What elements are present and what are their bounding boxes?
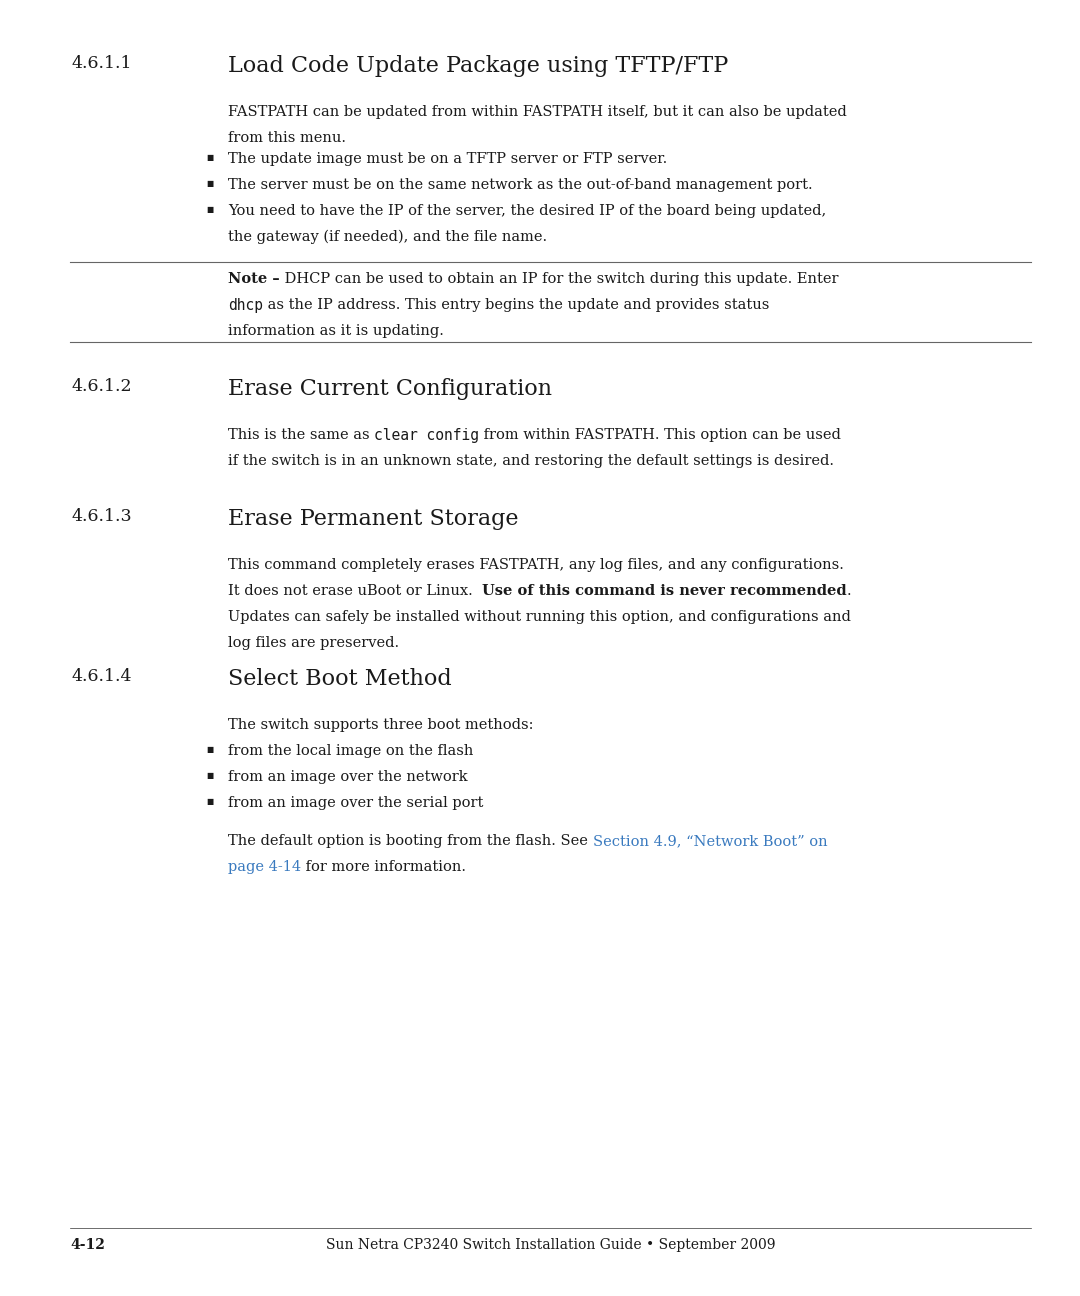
Text: 4.6.1.1: 4.6.1.1 (72, 54, 133, 73)
Text: 4.6.1.3: 4.6.1.3 (72, 508, 133, 525)
Text: information as it is updating.: information as it is updating. (228, 324, 444, 338)
Text: clear config: clear config (375, 428, 480, 443)
Text: DHCP can be used to obtain an IP for the switch during this update. Enter: DHCP can be used to obtain an IP for the… (280, 272, 838, 286)
Text: from within FASTPATH. This option can be used: from within FASTPATH. This option can be… (480, 428, 841, 442)
Text: Erase Permanent Storage: Erase Permanent Storage (228, 508, 518, 530)
Text: from an image over the network: from an image over the network (228, 770, 468, 784)
Text: Note –: Note – (228, 272, 280, 286)
Text: for more information.: for more information. (301, 861, 467, 874)
Text: ■: ■ (206, 154, 213, 162)
Text: 4.6.1.2: 4.6.1.2 (72, 378, 133, 395)
Text: This is the same as: This is the same as (228, 428, 375, 442)
Text: FASTPATH can be updated from within FASTPATH itself, but it can also be updated: FASTPATH can be updated from within FAST… (228, 105, 847, 119)
Text: 4-12: 4-12 (70, 1238, 105, 1252)
Text: Erase Current Configuration: Erase Current Configuration (228, 378, 552, 400)
Text: ■: ■ (206, 798, 213, 806)
Text: The switch supports three boot methods:: The switch supports three boot methods: (228, 718, 534, 732)
Text: .: . (847, 584, 851, 597)
Text: Load Code Update Package using TFTP/FTP: Load Code Update Package using TFTP/FTP (228, 54, 728, 76)
Text: dhcp: dhcp (228, 298, 264, 314)
Text: log files are preserved.: log files are preserved. (228, 636, 400, 651)
Text: ■: ■ (206, 180, 213, 188)
Text: ■: ■ (206, 206, 213, 214)
Text: Sun Netra CP3240 Switch Installation Guide • September 2009: Sun Netra CP3240 Switch Installation Gui… (326, 1238, 775, 1252)
Text: Use of this command is never recommended: Use of this command is never recommended (482, 584, 847, 597)
Text: if the switch is in an unknown state, and restoring the default settings is desi: if the switch is in an unknown state, an… (228, 454, 834, 468)
Text: Section 4.9, “Network Boot” on: Section 4.9, “Network Boot” on (593, 835, 827, 848)
Text: from an image over the serial port: from an image over the serial port (228, 796, 484, 810)
Text: from this menu.: from this menu. (228, 131, 346, 145)
Text: The update image must be on a TFTP server or FTP server.: The update image must be on a TFTP serve… (228, 152, 667, 166)
Text: from the local image on the flash: from the local image on the flash (228, 744, 473, 758)
Text: The default option is booting from the flash. See: The default option is booting from the f… (228, 835, 593, 848)
Text: The server must be on the same network as the out-of-band management port.: The server must be on the same network a… (228, 178, 812, 192)
Text: as the IP address. This entry begins the update and provides status: as the IP address. This entry begins the… (264, 298, 769, 312)
Text: 4.6.1.4: 4.6.1.4 (72, 667, 133, 686)
Text: This command completely erases FASTPATH, any log files, and any configurations.: This command completely erases FASTPATH,… (228, 559, 843, 572)
Text: ■: ■ (206, 772, 213, 780)
Text: It does not erase uBoot or Linux.: It does not erase uBoot or Linux. (228, 584, 482, 597)
Text: You need to have the IP of the server, the desired IP of the board being updated: You need to have the IP of the server, t… (228, 203, 826, 218)
Text: ■: ■ (206, 746, 213, 754)
Text: Updates can safely be installed without running this option, and configurations : Updates can safely be installed without … (228, 610, 851, 623)
Text: Select Boot Method: Select Boot Method (228, 667, 451, 689)
Text: page 4-14: page 4-14 (228, 861, 301, 874)
Text: the gateway (if needed), and the file name.: the gateway (if needed), and the file na… (228, 229, 548, 245)
